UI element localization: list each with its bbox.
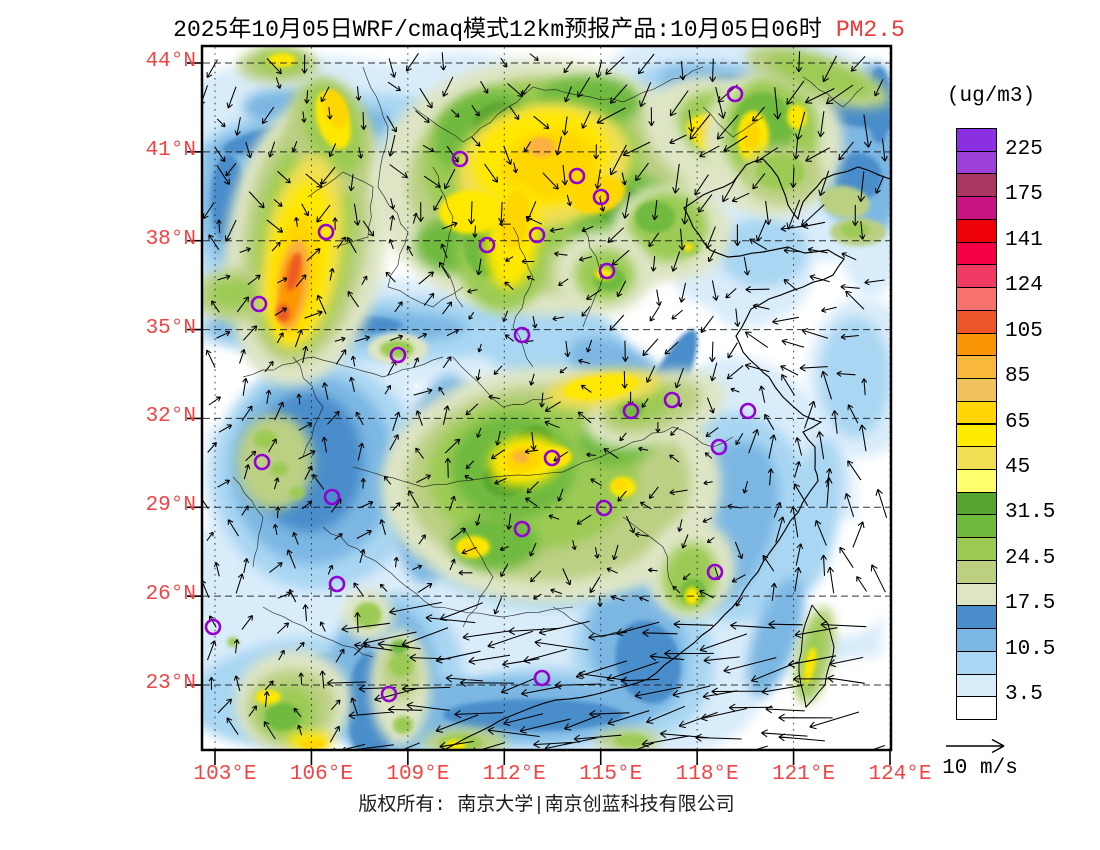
- station-markers-layer: [204, 85, 757, 703]
- station-marker: [513, 326, 531, 344]
- colorbar-cell: [956, 605, 997, 630]
- title-text: 2025年10月05日WRF/cmaq模式12km预报产品:10月05日06时: [173, 17, 822, 43]
- colorbar-cell: [956, 468, 997, 493]
- title-pollutant-label: PM2.5: [835, 17, 905, 43]
- station-marker: [328, 575, 346, 593]
- longitude-tick-label: 112°E: [482, 763, 546, 786]
- station-marker: [622, 402, 640, 420]
- pm25-field-layer: [203, 47, 890, 749]
- colorbar-tick-label: 31.5: [1005, 501, 1056, 525]
- colorbar-tick-label: 10.5: [1005, 637, 1056, 661]
- station-marker: [317, 223, 335, 241]
- longitude-tick-label: 103°E: [193, 763, 257, 786]
- colorbar-tick-label: 141: [1005, 228, 1043, 252]
- colorbar-cell: [956, 559, 997, 584]
- axis-ticks: [187, 62, 891, 765]
- colorbar-tick-label: 45: [1005, 455, 1031, 479]
- station-marker: [204, 618, 222, 636]
- station-marker: [663, 391, 681, 409]
- colorbar-cell: [956, 423, 997, 448]
- wind-vectors-layer: [203, 51, 888, 749]
- colorbar-cell: [956, 491, 997, 516]
- latitude-tick-label: 38°N: [145, 227, 196, 251]
- latitude-tick-label: 35°N: [145, 316, 196, 340]
- colorbar-cell: [956, 650, 997, 675]
- map-canvas: [187, 44, 893, 765]
- colorbar-cell: [956, 582, 997, 607]
- colorbar-tick-label: 65: [1005, 410, 1031, 434]
- longitude-tick-label: 115°E: [579, 763, 643, 786]
- copyright-text: 版权所有: 南京大学|南京创蓝科技有限公司: [358, 794, 735, 816]
- station-marker: [726, 85, 744, 103]
- graticule-layer: [203, 47, 890, 749]
- longitude-tick-label: 106°E: [289, 763, 353, 786]
- station-marker: [739, 402, 757, 420]
- map-border: [200, 44, 893, 752]
- colorbar-tick-label: 124: [1005, 274, 1043, 298]
- latitude-tick-label: 23°N: [145, 671, 196, 695]
- colorbar: [956, 128, 997, 720]
- latitude-tick-label: 32°N: [145, 405, 196, 429]
- colorbar-cell: [956, 241, 997, 266]
- station-marker: [389, 346, 407, 364]
- wind-scale-arrow-icon: [946, 738, 1005, 754]
- colorbar-tick-label: 225: [1005, 137, 1043, 161]
- station-marker: [528, 226, 546, 244]
- colorbar-tick-label: 105: [1005, 319, 1043, 343]
- colorbar-tick-label: 3.5: [1005, 683, 1043, 707]
- colorbar-cell: [956, 673, 997, 698]
- colorbar-cell: [956, 309, 997, 334]
- colorbar-cell: [956, 218, 997, 243]
- station-marker: [451, 150, 469, 168]
- latitude-tick-label: 29°N: [145, 494, 196, 518]
- colorbar-cell: [956, 378, 997, 402]
- station-marker: [543, 449, 561, 467]
- page-title: 2025年10月05日WRF/cmaq模式12km预报产品:10月05日06时 P…: [0, 9, 1078, 43]
- station-marker: [478, 236, 496, 254]
- station-marker: [380, 685, 398, 703]
- colorbar-cell: [956, 446, 997, 470]
- station-marker: [253, 453, 271, 471]
- colorbar-tick-label: 17.5: [1005, 592, 1056, 616]
- longitude-tick-label: 124°E: [868, 763, 932, 786]
- station-marker: [706, 563, 724, 581]
- longitude-tick-label: 121°E: [772, 763, 836, 786]
- wind-scale-label: 10 m/s: [942, 757, 1018, 780]
- station-marker: [710, 438, 728, 456]
- station-marker: [595, 499, 613, 517]
- colorbar-cell: [956, 264, 997, 289]
- station-marker: [598, 262, 616, 280]
- colorbar-units-label: (ug/m3): [946, 85, 1036, 108]
- colorbar-cell: [956, 537, 997, 561]
- station-marker: [592, 188, 610, 206]
- colorbar-cell: [956, 128, 997, 152]
- colorbar-cell: [956, 332, 997, 357]
- station-marker: [533, 669, 551, 687]
- colorbar-tick-label: 24.5: [1005, 546, 1056, 570]
- colorbar-cell: [956, 514, 997, 539]
- latitude-tick-label: 41°N: [145, 138, 196, 162]
- longitude-tick-label: 109°E: [386, 763, 450, 786]
- station-marker: [250, 295, 268, 313]
- colorbar-cell: [956, 150, 997, 175]
- colorbar-tick-label: 175: [1005, 183, 1043, 207]
- latitude-tick-label: 26°N: [145, 583, 196, 607]
- geography-layer: [232, 66, 890, 749]
- station-marker: [513, 520, 531, 538]
- station-marker: [323, 488, 341, 506]
- colorbar-cell: [956, 287, 997, 311]
- longitude-tick-label: 118°E: [675, 763, 739, 786]
- station-marker: [568, 167, 586, 185]
- colorbar-cell: [956, 196, 997, 220]
- colorbar-tick-label: 85: [1005, 365, 1031, 389]
- colorbar-cell: [956, 355, 997, 380]
- colorbar-cell: [956, 173, 997, 198]
- colorbar-cell: [956, 400, 997, 425]
- forecast-map: [187, 44, 893, 765]
- latitude-tick-label: 44°N: [145, 50, 196, 73]
- colorbar-cell: [956, 628, 997, 652]
- colorbar-cell: [956, 696, 997, 720]
